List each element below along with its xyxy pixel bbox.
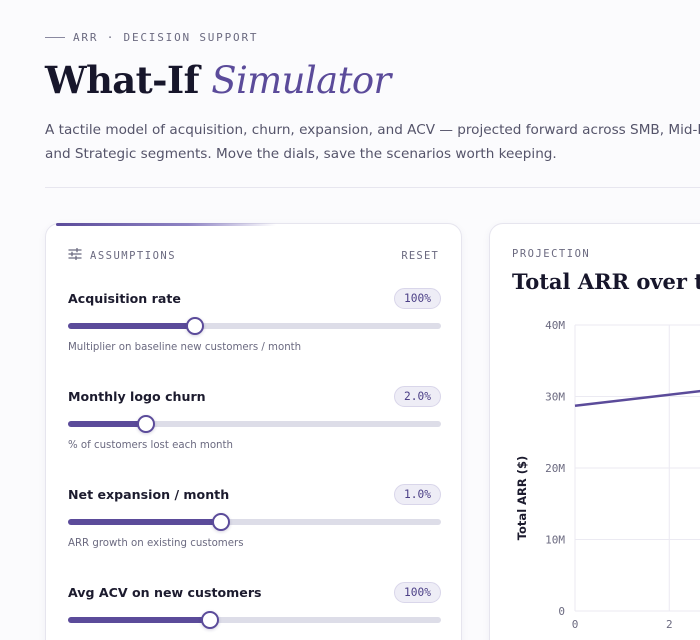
total-arr-line [574, 389, 700, 408]
slider-label: Monthly logo churn [68, 389, 206, 404]
slider-value-badge: 100% [394, 288, 441, 309]
title-accent: Simulator [211, 59, 391, 102]
description-line-2: and Strategic segments. Move the dials, … [45, 146, 557, 162]
net-expansion-slider-group: Net expansion / month 1.0% ARR growth on… [68, 484, 441, 549]
slider-hint: Multiplier on baseline new customers / m… [68, 342, 302, 353]
slider-hint: % of customers lost each month [68, 440, 233, 451]
eyebrow-text: ARR · DECISION SUPPORT [73, 31, 259, 44]
projection-panel: PROJECTION Total ARR over tim 0 10M 20M 30M… [489, 223, 700, 640]
monthly-churn-slider-group: Monthly logo churn 2.0% % of customers l… [68, 386, 441, 451]
panel-accent-bar [56, 223, 276, 226]
projection-eyebrow: PROJECTION [512, 248, 591, 260]
page-eyebrow: ARR · DECISION SUPPORT [45, 31, 258, 44]
slider-fill [68, 323, 195, 329]
eyebrow-rule [45, 37, 65, 38]
y-axis-label: Total ARR ($) [515, 456, 529, 541]
reset-button[interactable]: RESET [401, 249, 439, 262]
assumptions-heading: ASSUMPTIONS [90, 249, 177, 262]
assumptions-header: ASSUMPTIONS RESET [68, 247, 439, 263]
slider-label: Acquisition rate [68, 291, 181, 306]
monthly-churn-slider[interactable] [68, 415, 441, 433]
slider-thumb[interactable] [185, 317, 204, 335]
title-main: What-If [45, 58, 200, 102]
x-tick-label: 2 [666, 618, 673, 631]
y-tick-label: 30M [545, 391, 565, 404]
avg-acv-slider[interactable] [68, 611, 441, 629]
y-tick-label: 0 [558, 605, 565, 618]
page-description: A tactile model of acquisition, churn, e… [45, 118, 700, 166]
net-expansion-slider[interactable] [68, 513, 441, 531]
slider-fill [68, 519, 221, 525]
projection-title: Total ARR over tim [512, 269, 700, 294]
y-tick-label: 10M [545, 534, 565, 547]
page-title: What-If Simulator [45, 58, 391, 102]
slider-thumb[interactable] [211, 513, 230, 531]
slider-label: Net expansion / month [68, 487, 230, 502]
slider-value-badge: 1.0% [394, 484, 441, 505]
slider-value-badge: 2.0% [394, 386, 441, 407]
arr-line-chart: 0 10M 20M 30M 40M 0 2 Total ARR ($) [515, 319, 700, 631]
description-line-1: A tactile model of acquisition, churn, e… [45, 122, 700, 138]
slider-thumb[interactable] [137, 415, 156, 433]
slider-hint: ARR growth on existing customers [68, 538, 244, 549]
slider-fill [68, 617, 210, 623]
slider-value-badge: 100% [394, 582, 441, 603]
acquisition-rate-slider[interactable] [68, 317, 441, 335]
header-divider [45, 187, 700, 188]
slider-thumb[interactable] [200, 611, 219, 629]
y-tick-label: 40M [545, 319, 565, 332]
assumptions-panel: ASSUMPTIONS RESET Acquisition rate 100% … [45, 223, 462, 640]
avg-acv-slider-group: Avg ACV on new customers 100% [68, 582, 441, 629]
acquisition-rate-slider-group: Acquisition rate 100% Multiplier on base… [68, 288, 441, 353]
slider-fill [68, 421, 147, 427]
slider-label: Avg ACV on new customers [68, 585, 262, 600]
sliders-icon [68, 247, 82, 263]
x-tick-label: 0 [572, 618, 579, 631]
y-tick-label: 20M [545, 462, 565, 475]
